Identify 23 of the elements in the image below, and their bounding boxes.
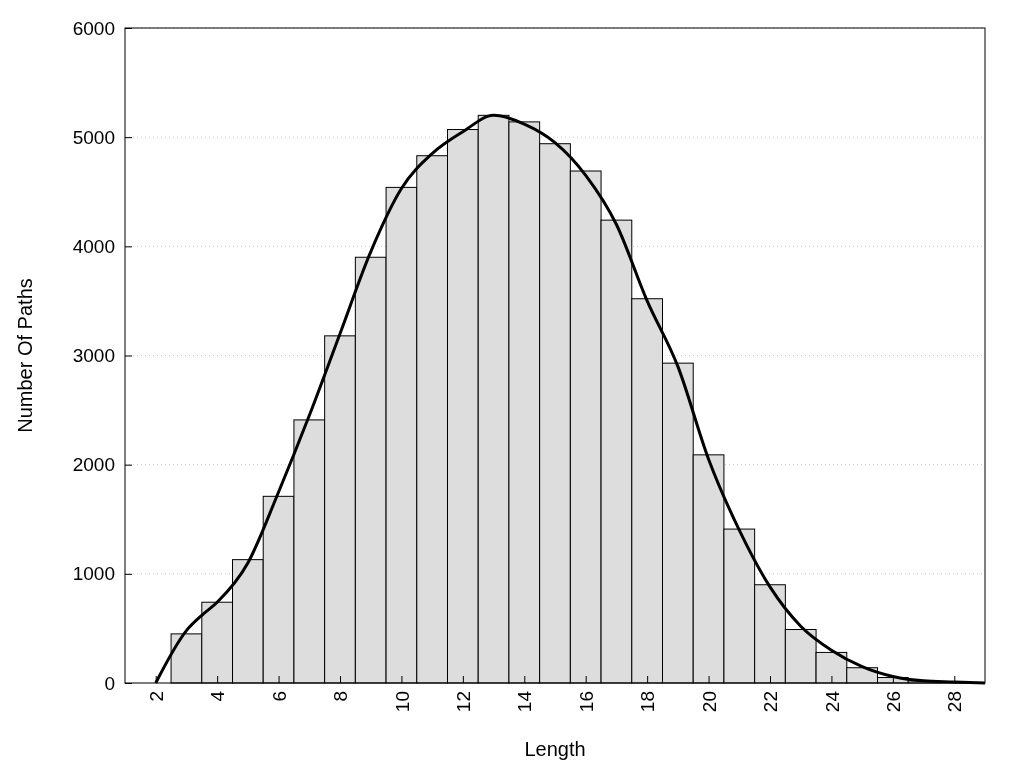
x-tick-label: 16 <box>575 691 597 713</box>
y-tick-label: 1000 <box>72 563 115 585</box>
x-tick-label: 28 <box>944 691 966 713</box>
x-tick-label: 14 <box>514 690 536 713</box>
x-axis-title: Length <box>524 738 586 760</box>
x-tick-label: 22 <box>760 691 782 713</box>
x-tick-label: 4 <box>207 690 229 702</box>
x-tick-label: 8 <box>330 691 352 702</box>
y-tick-label: 0 <box>104 672 115 694</box>
x-tick-label: 26 <box>883 691 905 713</box>
x-tick-label: 18 <box>637 691 659 713</box>
y-tick-label: 6000 <box>72 17 115 39</box>
x-tick-label: 6 <box>268 691 290 702</box>
x-tick-label: 12 <box>453 691 475 713</box>
y-tick-label: 5000 <box>72 126 115 148</box>
y-tick-label: 3000 <box>72 345 115 367</box>
x-tick-label: 10 <box>391 691 413 713</box>
x-tick-label: 20 <box>698 691 720 713</box>
x-tick-label: 2 <box>145 691 167 702</box>
y-tick-label: 2000 <box>72 454 115 476</box>
x-tick-label: 24 <box>821 690 843 713</box>
y-axis-title: Number Of Paths <box>14 278 36 433</box>
y-tick-label: 4000 <box>72 235 115 257</box>
